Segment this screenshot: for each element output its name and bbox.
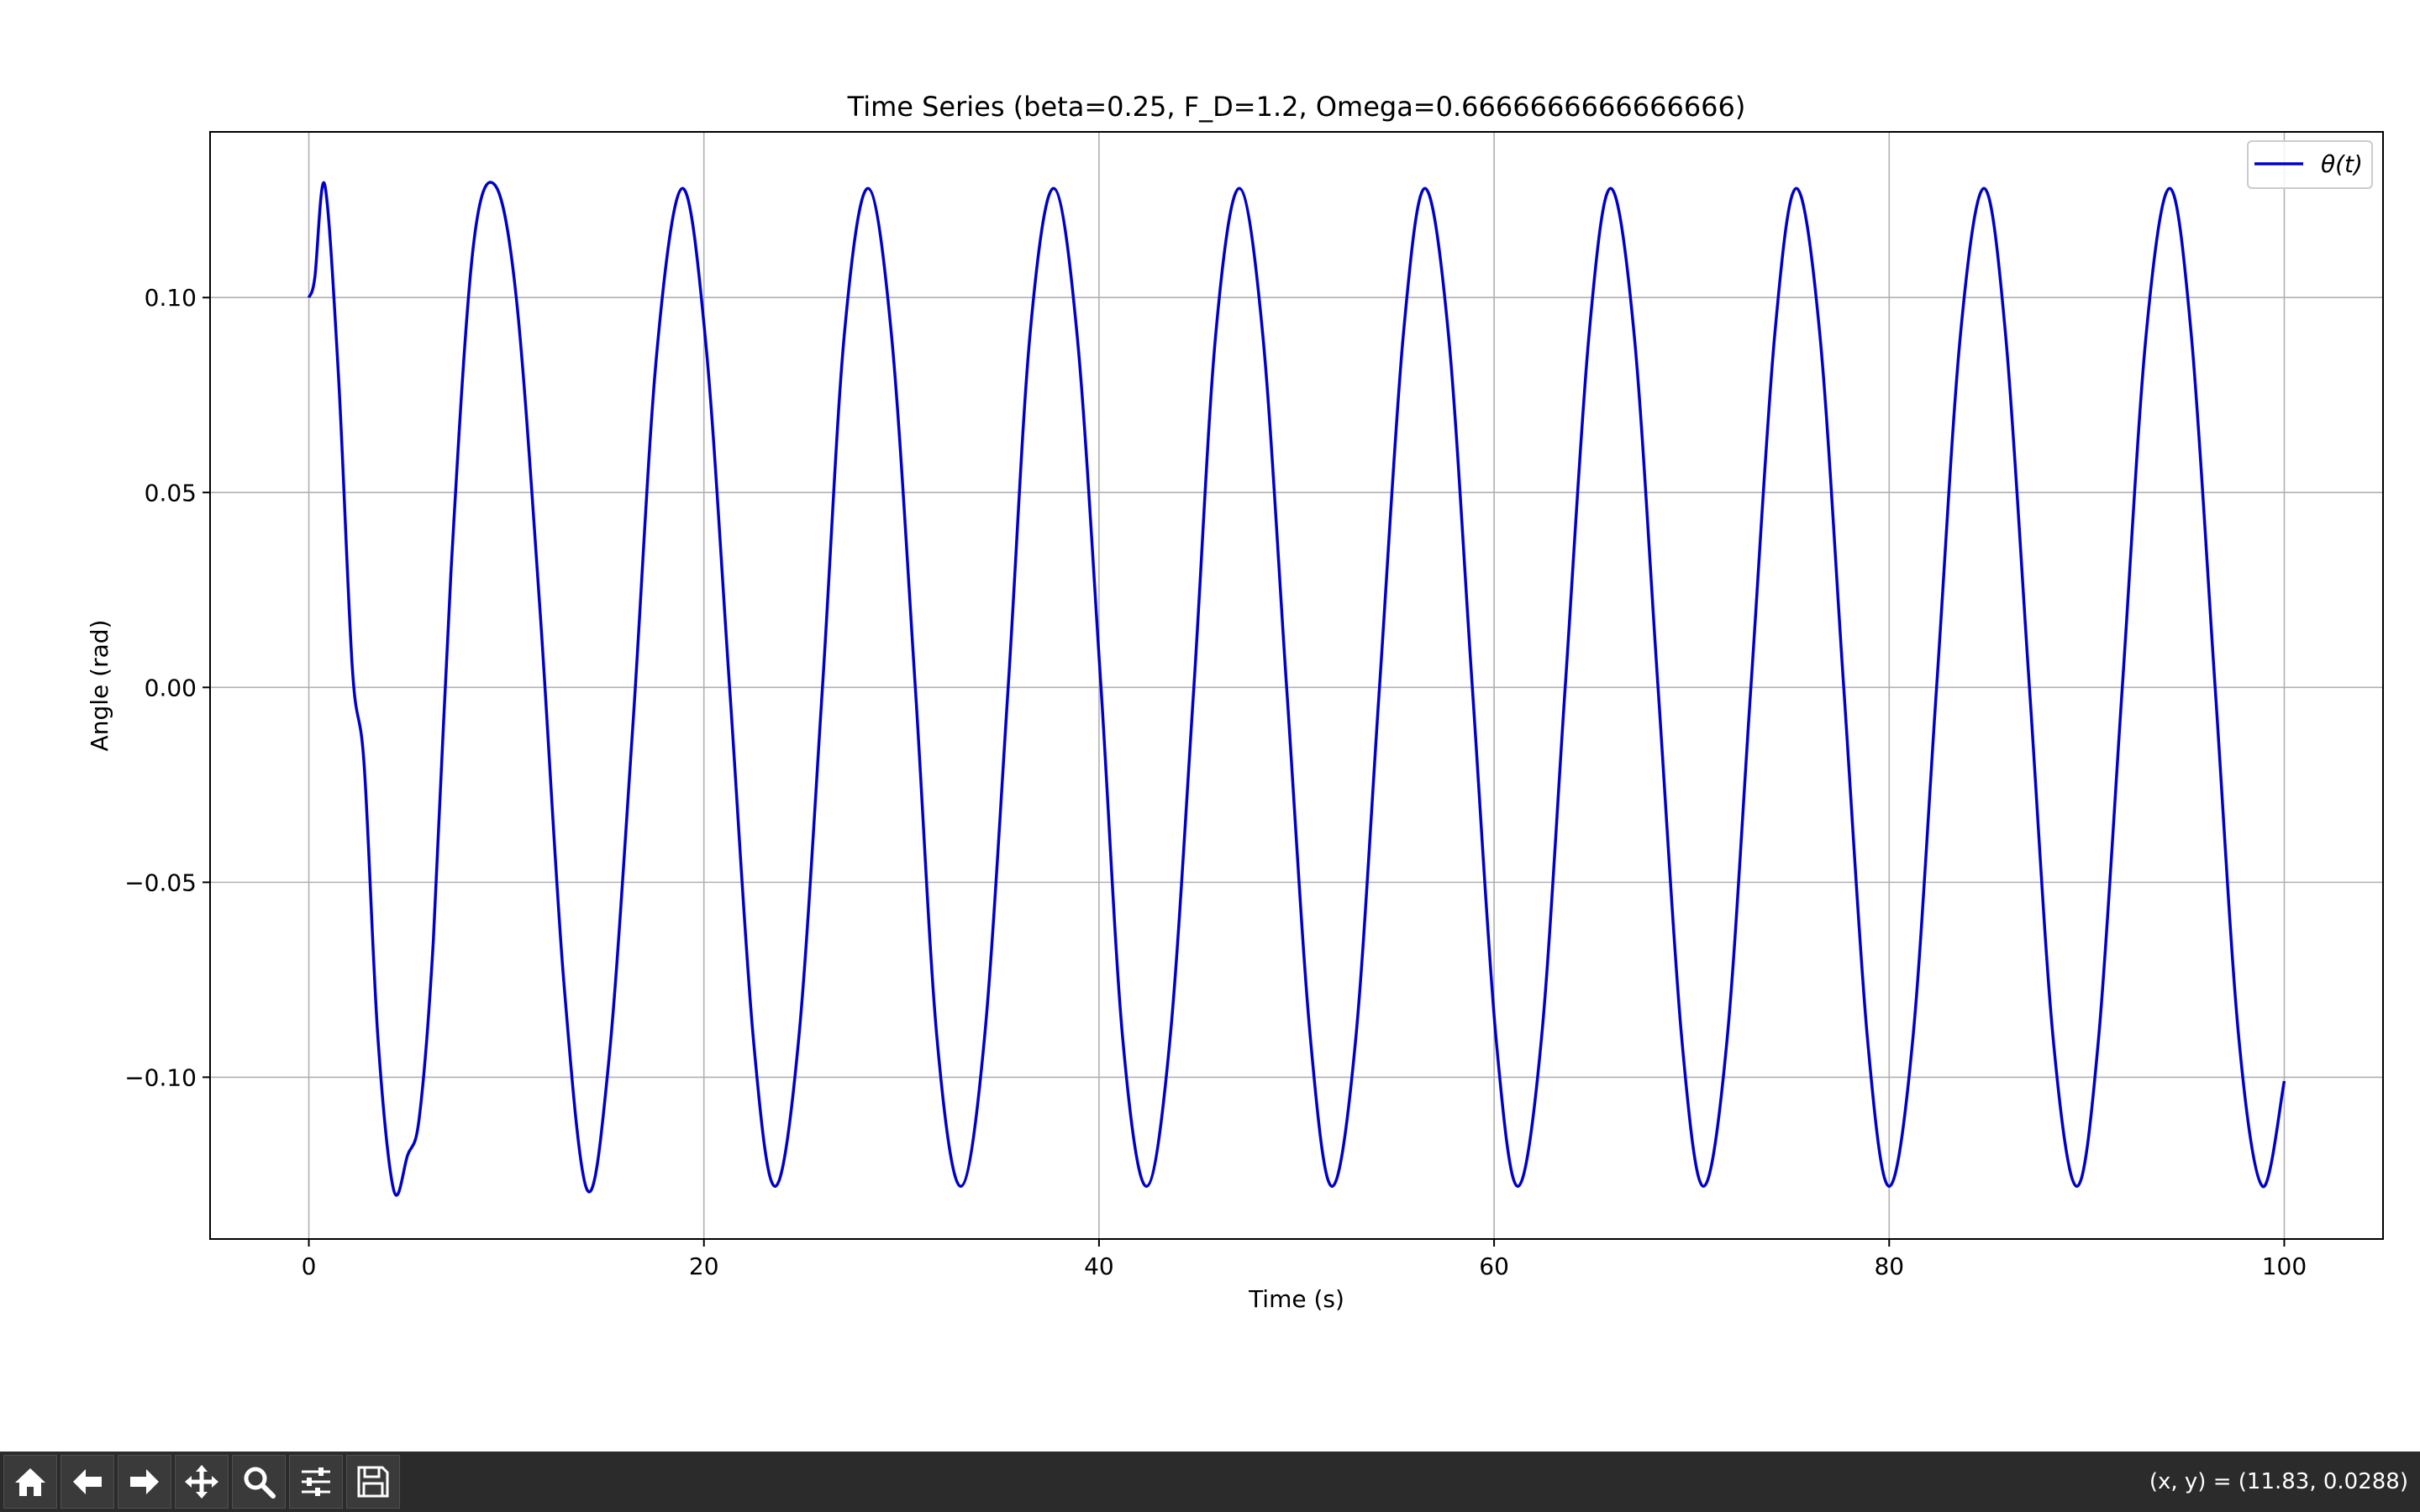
- legend: θ(t): [2247, 140, 2373, 189]
- x-tick-label: 80: [1874, 1252, 1904, 1280]
- move-icon: [185, 1465, 218, 1499]
- navigation-toolbar: (x, y) = (11.83, 0.0288): [0, 1452, 2420, 1512]
- y-tick-label: −0.05: [124, 869, 197, 896]
- x-tick-label: 20: [689, 1252, 719, 1280]
- back-button[interactable]: [60, 1455, 114, 1509]
- sliders-icon: [302, 1467, 330, 1496]
- zoom-button[interactable]: [232, 1455, 286, 1509]
- pan-button[interactable]: [175, 1455, 229, 1509]
- arrow-left-icon: [73, 1469, 102, 1494]
- x-axis-label: Time (s): [1248, 1285, 1344, 1313]
- y-tick-label: 0.05: [145, 479, 197, 507]
- series-line: [307, 181, 2286, 1197]
- x-tick-label: 0: [302, 1252, 317, 1280]
- home-icon: [15, 1468, 45, 1496]
- tick-layer: 0 20 40 60 80 100 −0.10 −0.05 0.00 0.05 0.10: [124, 284, 2307, 1280]
- home-button[interactable]: [3, 1455, 57, 1509]
- save-button[interactable]: [346, 1455, 400, 1509]
- figure-canvas: Time Series (beta=0.25, F_D=1.2, Omega=0…: [86, 91, 2384, 1313]
- cursor-coordinates-readout: (x, y) = (11.83, 0.0288): [2149, 1469, 2408, 1494]
- plot-frame: [209, 131, 2384, 1240]
- save-icon: [357, 1466, 389, 1498]
- y-axis-label: Angle (rad): [86, 620, 113, 752]
- y-tick-label: 0.00: [145, 674, 197, 701]
- x-tick-label: 60: [1479, 1252, 1509, 1280]
- zoom-icon: [244, 1467, 276, 1499]
- x-tick-label: 40: [1084, 1252, 1114, 1280]
- legend-box: [2247, 140, 2373, 189]
- y-tick-label: 0.10: [145, 284, 197, 312]
- y-tick-label: −0.10: [124, 1063, 197, 1091]
- series-layer: [307, 181, 2286, 1197]
- forward-button[interactable]: [118, 1455, 171, 1509]
- configure-subplots-button[interactable]: [289, 1455, 343, 1509]
- x-tick-label: 100: [2262, 1252, 2307, 1280]
- chart-title: Time Series (beta=0.25, F_D=1.2, Omega=0…: [847, 91, 1746, 123]
- legend-label: θ(t): [2321, 150, 2363, 178]
- arrow-right-icon: [130, 1469, 159, 1494]
